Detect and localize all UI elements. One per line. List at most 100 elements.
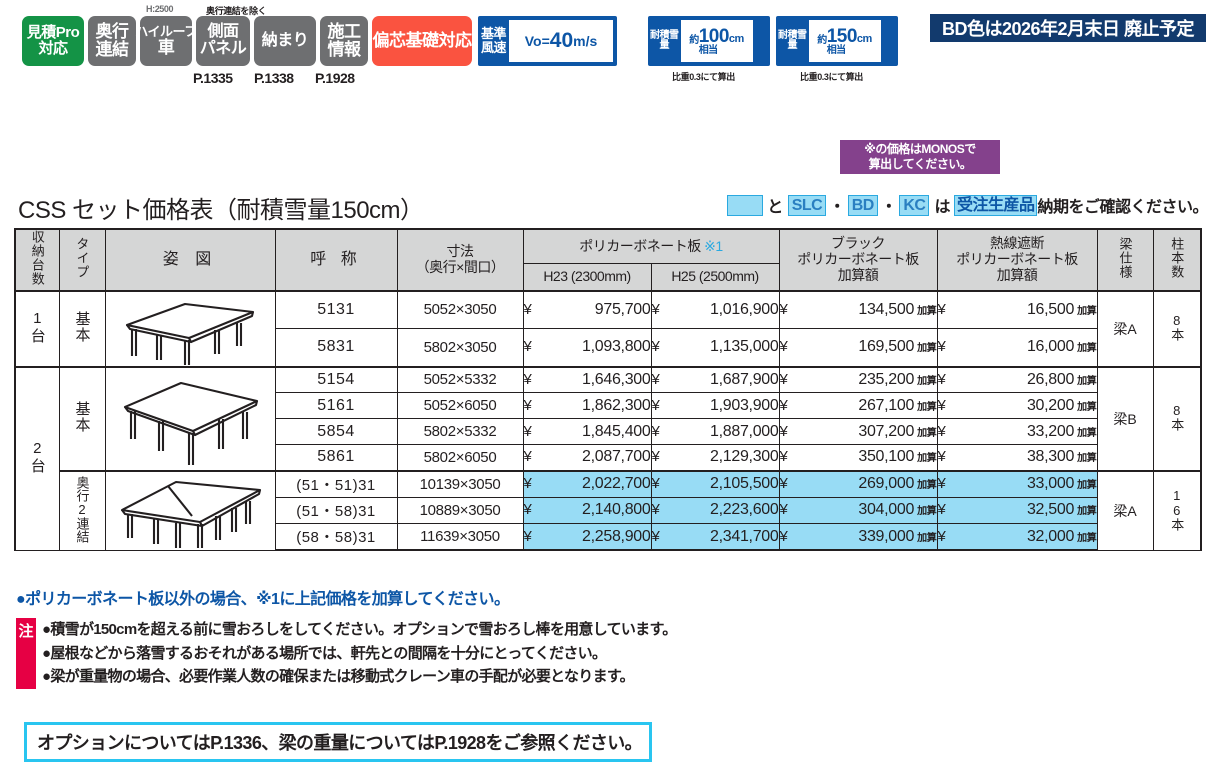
wind-speed-number: 40: [549, 29, 574, 52]
badge-eccentric-foundation[interactable]: 偏芯基礎対応: [372, 16, 472, 66]
header-figure: 姿 図: [104, 228, 276, 292]
snow-load-150-unit: cm: [856, 32, 872, 45]
header-polycarbonate-mark: ※1: [704, 237, 723, 254]
snow-load-150-label: 耐積雪 量: [776, 16, 809, 66]
yen-symbol: ¥: [651, 448, 660, 466]
price-h23-value: 1,646,300: [582, 370, 651, 388]
table-row: (58・58)31 11639×3050 ¥2,258,900 ¥2,341,7…: [15, 523, 1201, 552]
price-table: 収納台数 タイプ 姿 図 呼 称 寸法 （奥行×間口） ポリカーボネート板 ※1…: [14, 228, 1202, 552]
price-heat-value: 33,000: [1026, 475, 1075, 493]
page-title: CSS セット価格表（耐積雪量150cm）: [18, 197, 424, 224]
wind-speed-prefix: Vo=: [524, 33, 550, 49]
price-black-value: 307,200: [858, 422, 915, 440]
cell-name: 5154: [274, 365, 398, 394]
cell-price-black-poly: ¥267,100 加算: [778, 392, 938, 420]
price-h23-value: 2,022,700: [582, 475, 651, 493]
yen-symbol: ¥: [651, 422, 660, 440]
price-heat-value: 16,000: [1026, 338, 1075, 356]
monos-pricing-note: ※の価格はMONOSで 算出してください。: [840, 140, 1000, 174]
badge-high-roof-car-line2: 車: [157, 37, 175, 57]
table-row: 奥行2連結: [15, 469, 1202, 551]
monos-note-line2: 算出してください。: [868, 157, 972, 171]
price-h25-value: 1,687,900: [710, 370, 779, 388]
caution-item: ●梁が重量物の場合、必要作業人数の確保または移動式クレーン車の手配が必要となりま…: [42, 668, 635, 686]
legend-particle: は: [934, 199, 950, 216]
price-heat-value: 30,200: [1026, 396, 1075, 414]
cell-price-heat-shield: ¥32,000 加算: [936, 523, 1098, 552]
discontinue-banner: BD色は2026年2月末日 廃止予定: [930, 14, 1206, 42]
cell-price-black-poly: ¥339,000 加算: [778, 523, 938, 552]
legend-tail: 納期をご確認ください。: [1037, 199, 1208, 216]
cell-price-h23: ¥2,140,800: [522, 496, 652, 525]
legend-chip-slc: SLC: [787, 194, 827, 216]
price-h25-value: 2,341,700: [710, 527, 779, 545]
title-row: CSS セット価格表（耐積雪量150cm） と SLC ・ BD ・ KC は …: [0, 190, 1218, 224]
add-suffix: 加算: [1077, 453, 1097, 465]
yen-symbol: ¥: [523, 527, 532, 545]
cell-figure-carport-double: [104, 365, 276, 472]
yen-symbol: ¥: [779, 475, 788, 493]
snow-load-100-label: 耐積雪 量: [648, 16, 681, 66]
wind-speed-label-line1: 基準: [481, 26, 507, 42]
yen-symbol: ¥: [651, 370, 660, 388]
header-black-poly-line3: 加算額: [837, 266, 879, 283]
yen-symbol: ¥: [523, 448, 532, 466]
snow-load-150-approx: 約: [817, 35, 827, 46]
table-row: 2台 基本 5: [14, 365, 1202, 551]
badge-fitting[interactable]: 納まり: [254, 16, 316, 66]
option-reference-box: オプションについてはP.1336、梁の重量についてはP.1928をご参照ください…: [24, 722, 652, 762]
badge-high-roof-car[interactable]: ハイルーフ 車: [135, 16, 197, 66]
yen-symbol: ¥: [523, 338, 532, 356]
price-h25-value: 1,135,000: [710, 338, 779, 356]
yen-symbol: ¥: [523, 300, 532, 318]
cell-dimension: 5052×3050: [396, 289, 524, 330]
cell-price-black-poly: ¥307,200 加算: [778, 418, 938, 446]
add-suffix: 加算: [1077, 305, 1097, 317]
wind-speed-label: 基準 風速: [478, 16, 509, 66]
price-h25-value: 1,887,000: [710, 422, 779, 440]
cell-dimension: 5802×6050: [396, 444, 524, 472]
header-heat-shield-line2: ポリカーボネート板: [956, 251, 1078, 267]
snow-load-100-number: 100: [698, 25, 730, 47]
header-storage-count: 収納台数: [14, 228, 60, 292]
cell-type: 基本: [58, 365, 106, 472]
header-heat-shield-poly: 熱線遮断 ポリカーボネート板 加算額: [936, 228, 1098, 292]
cell-price-h25: ¥2,341,700: [650, 523, 780, 552]
cell-price-h25: ¥2,223,600: [650, 496, 780, 525]
snow-load-100-value: 約 100cm 相当: [680, 20, 753, 62]
badge-depth-link-line2: 連結: [95, 40, 130, 59]
header-black-poly: ブラック ポリカーボネート板 加算額: [778, 228, 938, 292]
badge-quote-pro[interactable]: 見積Pro 対応: [22, 16, 84, 66]
table-row: 5861 5802×6050 ¥2,087,700 ¥2,129,300 ¥35…: [15, 444, 1201, 472]
cell-price-heat-shield: ¥33,200 加算: [936, 418, 1098, 446]
badge-construction-info[interactable]: 施工 情報: [320, 16, 368, 66]
badge-side-panel[interactable]: 側面 パネル: [196, 16, 250, 66]
legend: と SLC ・ BD ・ KC は 受注生産品 納期をご確認ください。: [727, 193, 1208, 217]
price-h23-value: 2,258,900: [582, 527, 651, 545]
cell-price-h25: ¥2,105,500: [650, 469, 780, 498]
badge-side-panel-line1: 側面: [207, 23, 239, 41]
price-h23-value: 1,845,400: [582, 422, 651, 440]
cell-pillar-count: 16本: [1152, 469, 1202, 551]
carport-single-icon: [125, 302, 255, 365]
cell-price-black-poly: ¥169,500 加算: [778, 328, 938, 368]
yen-symbol: ¥: [779, 370, 788, 388]
header-black-poly-line1: ブラック: [831, 235, 886, 252]
price-heat-value: 16,500: [1026, 300, 1075, 318]
add-suffix: 加算: [917, 480, 937, 492]
yen-symbol: ¥: [523, 370, 532, 388]
yen-symbol: ¥: [523, 501, 532, 519]
cell-price-h25: ¥1,016,900: [650, 289, 780, 330]
wind-speed-badge: 基準 風速 Vo= 40 m/s: [478, 16, 618, 66]
legend-chip-kc: KC: [899, 194, 930, 216]
cell-name: (51・58)31: [274, 496, 398, 525]
cell-dimension: 10889×3050: [396, 496, 524, 525]
price-black-value: 267,100: [858, 396, 915, 414]
badge-top-note-exclusion: 奥行連結を除く: [206, 6, 267, 16]
snow-load-150-sub: 比重0.3にて算出: [800, 72, 863, 82]
badge-depth-link[interactable]: 奥行 連結: [88, 16, 136, 66]
yen-symbol: ¥: [779, 448, 788, 466]
price-h25-value: 1,016,900: [710, 300, 779, 318]
badge-fitting-line1: 納まり: [261, 31, 309, 49]
cell-price-heat-shield: ¥32,500 加算: [936, 496, 1098, 525]
